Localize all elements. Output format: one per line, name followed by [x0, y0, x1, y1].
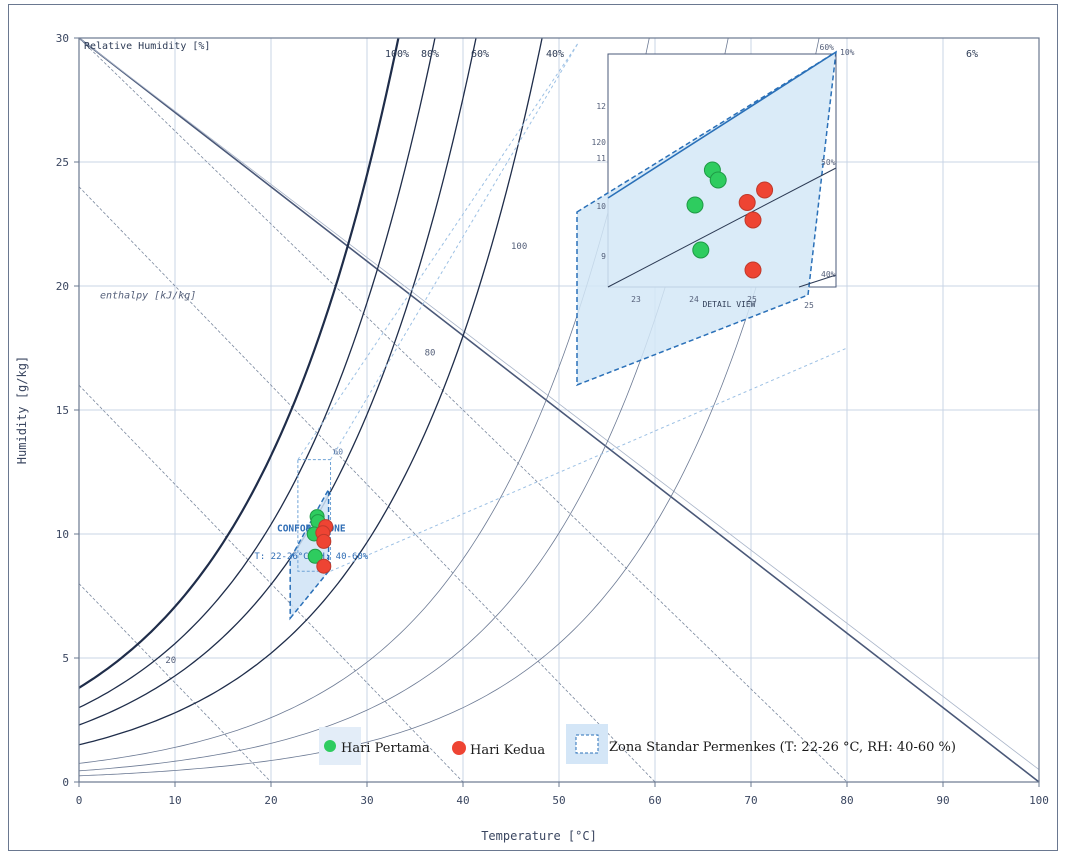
rh-curve [79, 38, 543, 746]
point-hari-pertama [307, 548, 323, 564]
x-tick-label: 70 [744, 794, 757, 807]
chart-labels: Relative Humidity [%] 100% 80% 60% 40% 6% enth… [84, 41, 978, 666]
rh-curve-label: 6% [966, 49, 978, 60]
enthalpy-title: enthalpy [kJ/kg] [100, 290, 196, 301]
legend-zone-swatch [575, 734, 599, 754]
axes: 0 10 20 30 40 50 60 70 80 90 100 0 5 10 15 20 25 30 Temper… [15, 32, 1049, 843]
inset-y-tick: 11 [596, 154, 606, 163]
inset-rh-line-top [607, 51, 837, 199]
inset-outside-tick: 25 [804, 301, 814, 310]
legend-marker-hari-pertama [324, 740, 336, 752]
rh-curve-label: 100% [385, 49, 409, 60]
rh-curve [79, 38, 400, 689]
inset-point-hari-kedua [744, 211, 762, 229]
point-hari-kedua [316, 558, 332, 574]
comfort-zone-corner-label: 60 [333, 448, 343, 457]
data-points [306, 161, 774, 574]
inset-point-hari-kedua [744, 261, 762, 279]
enthalpy-label: 80 [425, 348, 436, 358]
inset-point-hari-kedua [756, 181, 774, 199]
rh-curve-label: 60% [471, 49, 489, 60]
rh-curve-label: 80% [421, 49, 439, 60]
inset-rh-label: 10% [840, 48, 855, 57]
enthalpy-lines [79, 38, 1039, 782]
inset-rh-line-mid [607, 167, 837, 288]
legend-label-hari-pertama: Hari Pertama [341, 741, 430, 756]
secondary-diagonal-line [79, 38, 1039, 770]
y-tick-label: 30 [56, 32, 69, 45]
inset-rh-label: 50% [821, 158, 836, 167]
legend-label-hari-kedua: Hari Kedua [470, 743, 545, 758]
legend-marker-hari-kedua [452, 741, 466, 755]
enthalpy-label: 100 [511, 242, 527, 252]
x-tick-label: 30 [360, 794, 373, 807]
y-tick-label: 0 [62, 776, 69, 789]
inset-x-tick: 24 [689, 295, 699, 304]
inset-y-tick: 12 [596, 102, 606, 111]
zoom-connector-line [297, 42, 579, 460]
legend-label-zone: Zona Standar Permenkes (T: 22-26 °C, RH:… [609, 740, 956, 755]
inset-point-hari-kedua [738, 194, 756, 211]
inset-y-tick: 9 [601, 252, 606, 261]
enthalpy-line [79, 583, 272, 782]
rh-curve [79, 38, 820, 777]
inset-point-hari-pertama [709, 171, 727, 189]
y-tick-label: 15 [56, 404, 69, 417]
zoom-connector-line [330, 42, 579, 460]
rh-title: Relative Humidity [%] [84, 41, 210, 52]
rh-curve [79, 38, 436, 709]
x-tick-label: 80 [840, 794, 853, 807]
inset-x-tick: 23 [631, 295, 641, 304]
inset-rh-line-low [798, 274, 837, 288]
x-tick-label: 100 [1029, 794, 1049, 807]
rh-curve [79, 38, 477, 726]
enthalpy-line [79, 38, 848, 782]
rh-curve-label: 40% [546, 49, 564, 60]
inset-rh-label: 40% [821, 270, 836, 279]
inset-point-hari-pertama [692, 241, 710, 259]
y-tick-label: 5 [62, 652, 69, 665]
x-axis-label: Temperature [°C] [481, 829, 597, 843]
y-tick-label: 20 [56, 280, 69, 293]
inset-point-hari-pertama [686, 196, 704, 214]
x-tick-label: 10 [168, 794, 181, 807]
main-diagonal-line [79, 38, 1039, 782]
x-tick-label: 20 [264, 794, 277, 807]
x-tick-label: 60 [648, 794, 661, 807]
inset-y-tick: 10 [596, 202, 606, 211]
zoom-connector-line [330, 347, 848, 572]
legend: Hari Pertama Hari Kedua Zona Standar Perme… [319, 724, 956, 765]
y-tick-label: 10 [56, 528, 69, 541]
inset-y-extra: 120 [592, 138, 607, 147]
comfort-zone-box [297, 459, 332, 572]
point-hari-kedua [316, 533, 332, 549]
x-tick-label: 50 [552, 794, 565, 807]
inset-x-tick: 25 [747, 295, 757, 304]
y-tick-label: 25 [56, 156, 69, 169]
x-tick-label: 0 [76, 794, 83, 807]
rh-curve [79, 38, 729, 772]
x-tick-label: 90 [936, 794, 949, 807]
rh-curve [79, 38, 650, 764]
inset-zone-polygon [576, 50, 837, 387]
enthalpy-line [79, 186, 656, 782]
x-tick-label: 40 [456, 794, 469, 807]
y-axis-label: Humidity [g/kg] [15, 356, 29, 464]
inset-title: DETAIL VIEW [703, 300, 756, 309]
inset-top-label: 60% [820, 43, 835, 52]
enthalpy-label: 20 [165, 656, 176, 666]
rh-curves [79, 38, 820, 777]
